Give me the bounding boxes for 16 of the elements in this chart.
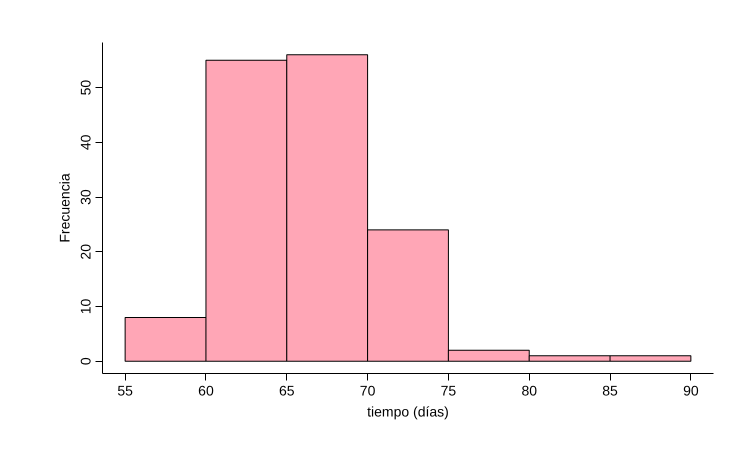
x-tick-label: 75	[440, 382, 456, 398]
y-axis-title: Frecuencia	[56, 173, 72, 243]
x-tick-label: 70	[360, 382, 376, 398]
x-tick-label: 60	[198, 382, 214, 398]
x-tick-label: 85	[602, 382, 618, 398]
x-tick-label: 90	[683, 382, 699, 398]
x-axis-title: tiempo (días)	[367, 404, 449, 420]
y-tick-label: 30	[78, 189, 94, 205]
y-tick-label: 50	[78, 80, 94, 96]
y-tick-label: 0	[78, 357, 94, 366]
x-tick-label: 55	[117, 382, 134, 398]
x-tick-label: 65	[278, 382, 295, 398]
x-tick-label: 80	[521, 382, 538, 398]
y-tick-label: 10	[78, 298, 94, 314]
y-tick-label: 20	[78, 244, 94, 260]
y-tick-label: 40	[78, 134, 94, 150]
